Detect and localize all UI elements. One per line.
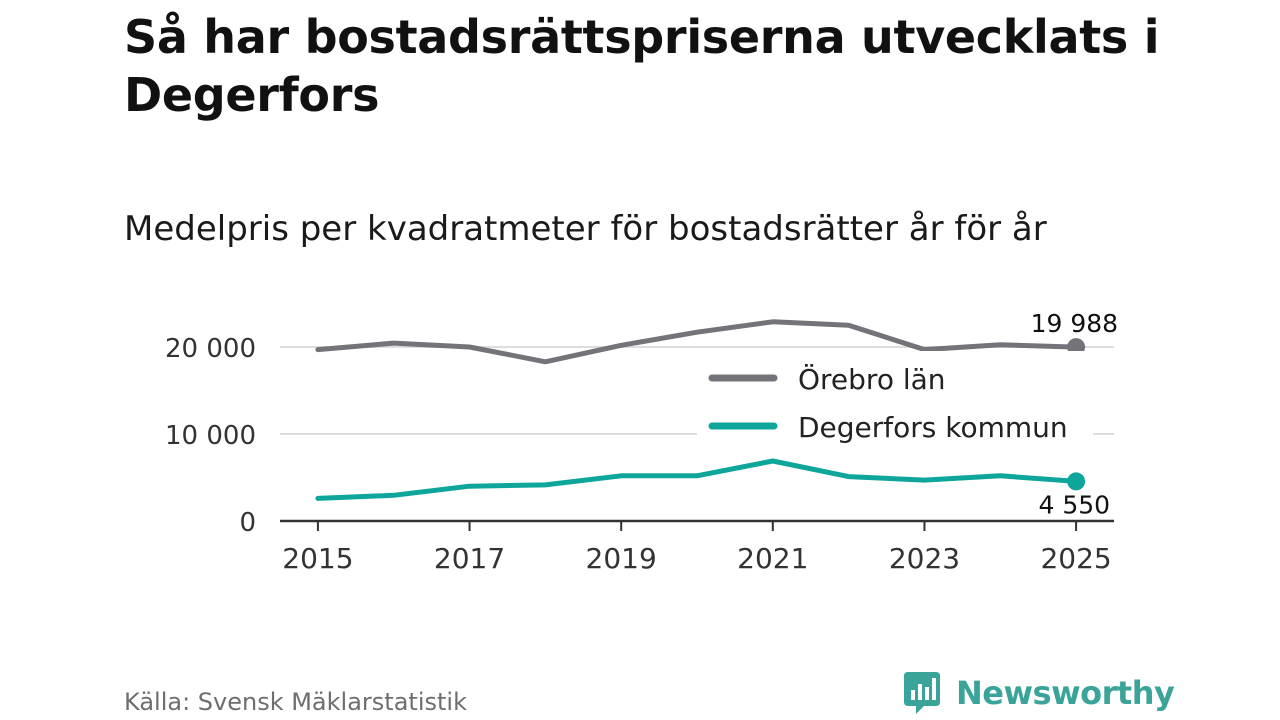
end-value-labels: 19 988 4 550: [1031, 309, 1118, 519]
legend: Örebro län Degerfors kommun: [697, 351, 1093, 444]
x-tick-label: 2025: [1040, 542, 1111, 575]
legend-background: [697, 351, 1093, 395]
brand: Newsworthy: [902, 670, 1175, 716]
x-tick-label: 2021: [737, 542, 808, 575]
y-tick-label: 10 000: [165, 421, 256, 451]
x-axis: 2015 2017 2019 2021 2023 2025: [280, 519, 1114, 575]
legend-label: Degerfors kommun: [798, 411, 1068, 444]
series-line-orebro-lan: [315, 319, 1079, 365]
end-label-orebro-lan: 19 988: [1031, 309, 1118, 338]
x-tick-label: 2023: [889, 542, 960, 575]
end-label-degerfors-kommun: 4 550: [1039, 490, 1111, 519]
chart-subtitle: Medelpris per kvadratmeter för bostadsrä…: [124, 209, 1047, 249]
y-tick-label: 0: [239, 508, 256, 538]
series-end-point: [1067, 472, 1086, 491]
brand-name: Newsworthy: [956, 674, 1175, 712]
legend-background: [697, 399, 1093, 443]
chart-title: Så har bostadsrättspriserna utvecklats i…: [124, 10, 1160, 122]
source-note: Källa: Svensk Mäklarstatistik: [124, 688, 467, 716]
newsworthy-logo-icon: [904, 672, 940, 714]
y-tick-label: 20 000: [165, 334, 256, 364]
series-line-degerfors-kommun: [315, 458, 1079, 501]
legend-label: Örebro län: [798, 362, 946, 396]
x-tick-label: 2019: [586, 542, 657, 575]
x-tick-label: 2017: [434, 542, 505, 575]
y-axis-ticks: 0 10 000 20 000: [165, 334, 256, 538]
x-tick-label: 2015: [282, 542, 353, 575]
